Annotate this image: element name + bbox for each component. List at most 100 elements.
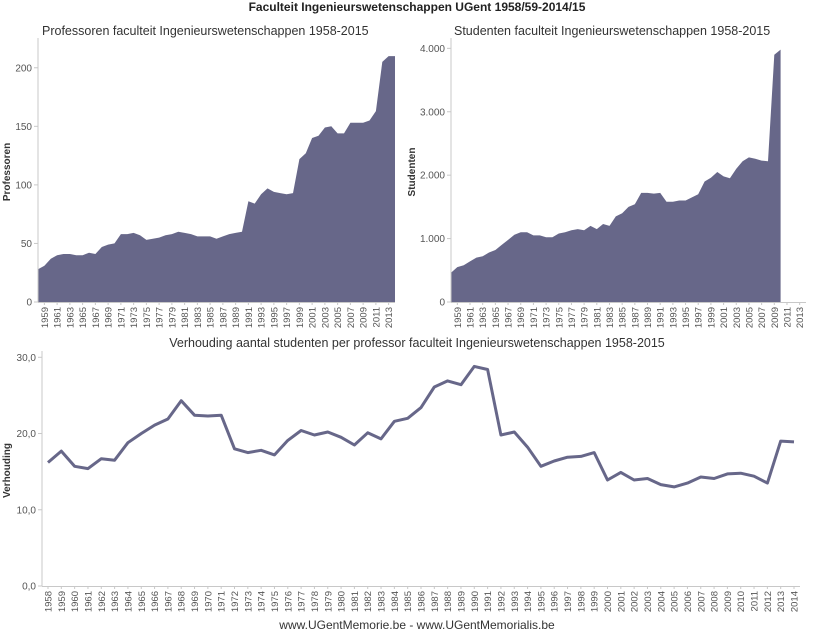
students-x-tick-label: 1985 [618,307,629,328]
ratio-x-tick-label: 1960 [70,591,81,612]
students-x-tick-label: 1959 [453,307,464,328]
ratio-x-tick-label: 1988 [443,591,454,612]
professors-y-tick-label: 200 [15,63,32,74]
footer-links: www.UGentMemorie.be - www.UGentMemoriali… [279,618,555,632]
students-x-tick-label: 2001 [719,307,730,328]
ratio-y-tick-label: 20,0 [17,429,37,440]
students-x-tick-label: 1995 [681,307,692,328]
professors-x-tick-label: 1979 [167,307,178,328]
students-x-tick-label: 1989 [643,307,654,328]
ratio-x-tick-label: 1992 [496,591,507,612]
students-x-tick-label: 1973 [542,307,553,328]
professors-x-tick-label: 1977 [155,307,166,328]
professors-y-axis-title: Professoren [2,143,13,201]
professors-x-tick-label: 1969 [104,307,115,328]
ratio-x-tick-label: 1964 [123,591,134,612]
ratio-y-tick-label: 0,0 [22,582,36,593]
ratio-x-tick-label: 1985 [403,591,414,612]
students-y-tick-label: 1.000 [420,234,445,245]
students-x-tick-label: 1993 [668,307,679,328]
ratio-x-tick-label: 1976 [283,591,294,612]
professors-x-tick-label: 1991 [244,307,255,328]
professors-x-tick-label: 1967 [91,307,102,328]
professors-x-tick-label: 1997 [282,307,293,328]
ratio-y-tick-label: 10,0 [17,505,37,516]
professors-y-tick-label: 100 [15,180,32,191]
ratio-x-tick-label: 1968 [177,591,188,612]
students-y-tick-label: 4.000 [420,44,445,55]
students-y-tick-label: 3.000 [420,107,445,118]
professors-x-tick-label: 1975 [142,307,153,328]
professors-x-tick-label: 1987 [218,307,229,328]
ratio-x-tick-label: 1978 [310,591,321,612]
ratio-x-tick-label: 1971 [217,591,228,612]
ratio-x-tick-label: 2003 [643,591,654,612]
professors-x-tick-label: 1965 [78,307,89,328]
ratio-x-tick-label: 1969 [190,591,201,612]
professors-x-tick-label: 2003 [320,307,331,328]
ratio-x-tick-label: 2002 [630,591,641,612]
students-x-tick-label: 2013 [795,307,806,328]
ratio-x-tick-label: 1959 [57,591,68,612]
professors-x-tick-label: 1981 [180,307,191,328]
ratio-x-tick-label: 2010 [736,591,747,612]
professors-x-tick-label: 1999 [295,307,306,328]
students-x-tick-label: 2009 [770,307,781,328]
ratio-x-tick-label: 2006 [683,591,694,612]
ratio-x-tick-label: 1963 [110,591,121,612]
ratio-x-tick-label: 1983 [377,591,388,612]
professors-x-tick-label: 1973 [129,307,140,328]
professors-y-tick-label: 0 [26,298,32,309]
students-x-tick-label: 1965 [491,307,502,328]
ratio-x-tick-label: 1973 [243,591,254,612]
ratio-x-tick-label: 1982 [363,591,374,612]
students-x-tick-label: 1963 [478,307,489,328]
professors-x-tick-label: 2011 [371,307,382,327]
professors-x-tick-label: 1961 [53,307,64,328]
ratio-x-tick-label: 1989 [456,591,467,612]
students-y-tick-label: 0 [439,298,445,309]
students-x-tick-label: 1997 [694,307,705,328]
ratio-x-tick-label: 1986 [417,591,428,612]
professors-x-tick-label: 1963 [65,307,76,328]
students-x-tick-label: 1971 [529,307,540,328]
students-x-tick-label: 1983 [605,307,616,328]
main-title: Faculteit Ingenieurswetenschappen UGent … [248,0,586,14]
students-y-axis-title: Studenten [407,148,418,197]
ratio-x-tick-label: 1977 [297,591,308,612]
students-x-tick-label: 1987 [630,307,641,328]
students-x-tick-label: 1977 [567,307,578,328]
ratio-x-tick-label: 1974 [257,591,268,612]
students-x-tick-label: 1975 [554,307,565,328]
students-area-series [451,49,781,302]
ratio-x-tick-label: 1994 [523,591,534,612]
ratio-x-tick-label: 1958 [44,591,55,612]
students-x-tick-label: 1979 [580,307,591,328]
students-x-tick-label: 2003 [732,307,743,328]
professors-chart-title: Professoren faculteit Ingenieurswetensch… [42,24,369,38]
professors-x-tick-label: 1983 [193,307,204,328]
ratio-y-axis-title: Verhouding [2,443,13,498]
professors-area-series [38,56,395,302]
students-x-tick-label: 1961 [466,307,477,328]
ratio-x-tick-label: 1990 [470,591,481,612]
ratio-x-tick-label: 1965 [137,591,148,612]
ratio-line-series [47,364,795,489]
ratio-x-tick-label: 1984 [390,591,401,612]
ratio-x-tick-label: 2001 [616,591,627,612]
ratio-x-tick-label: 1961 [83,591,94,612]
professors-x-tick-label: 1959 [40,307,51,328]
ratio-y-tick-label: 30,0 [17,353,37,364]
ratio-x-tick-label: 1995 [536,591,547,612]
ratio-x-tick-label: 1980 [337,591,348,612]
ratio-x-tick-label: 1975 [270,591,281,612]
professors-x-tick-label: 2001 [308,307,319,328]
professors-x-tick-label: 2007 [346,307,357,328]
ratio-x-tick-label: 1966 [150,591,161,612]
ratio-x-tick-label: 2000 [603,591,614,612]
professors-x-tick-label: 2013 [384,307,395,328]
professors-y-tick-label: 150 [15,122,32,133]
ratio-x-tick-label: 1997 [563,591,574,612]
ratio-x-tick-label: 1967 [163,591,174,612]
